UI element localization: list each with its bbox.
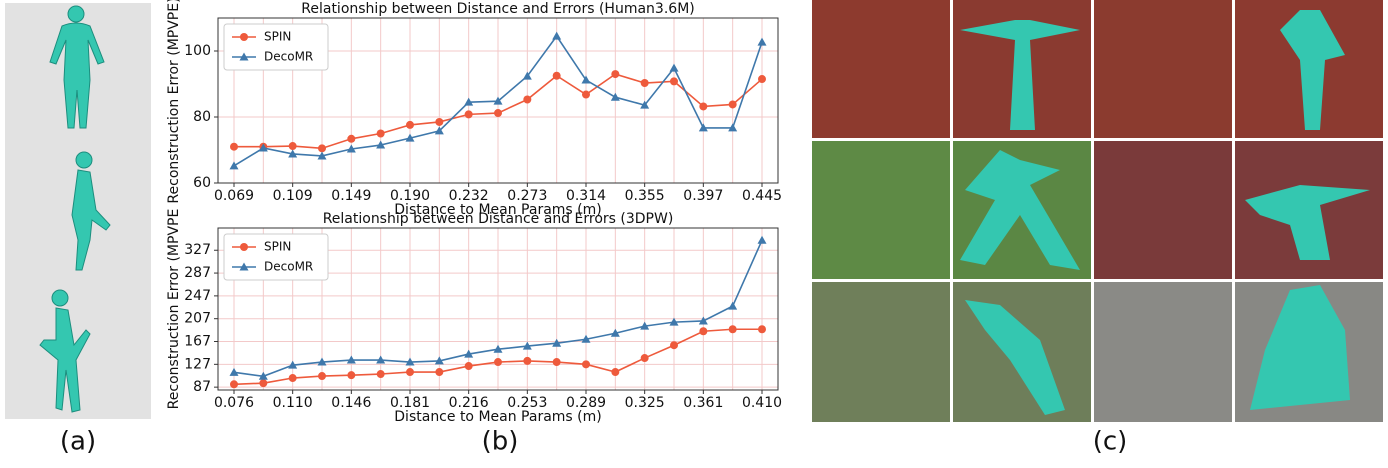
marker bbox=[289, 374, 297, 382]
marker bbox=[435, 118, 443, 126]
marker bbox=[523, 96, 531, 104]
marker bbox=[758, 38, 767, 46]
x-tick-label: 0.109 bbox=[273, 188, 313, 204]
marker bbox=[758, 75, 766, 83]
legend-marker bbox=[240, 33, 248, 41]
x-tick-label: 0.355 bbox=[625, 188, 665, 204]
marker bbox=[347, 371, 355, 379]
y-axis-label: Reconstruction Error (MPVPE) bbox=[166, 0, 182, 204]
marker bbox=[758, 325, 766, 333]
marker bbox=[699, 327, 707, 335]
marker bbox=[377, 370, 385, 378]
figure: 60801000.0690.1090.1490.1900.2320.2730.3… bbox=[0, 0, 1388, 464]
x-tick-label: 0.146 bbox=[331, 395, 371, 411]
marker bbox=[641, 79, 649, 87]
y-tick-label: 80 bbox=[193, 109, 211, 125]
x-axis-label: Distance to Mean Params (m) bbox=[394, 409, 601, 425]
legend-marker bbox=[240, 243, 248, 251]
marker bbox=[758, 236, 767, 244]
marker bbox=[494, 358, 502, 366]
panel-c bbox=[812, 0, 1383, 422]
marker bbox=[377, 130, 385, 138]
marker bbox=[230, 143, 238, 151]
chart-title: Relationship between Distance and Errors… bbox=[323, 211, 674, 227]
x-tick-label: 0.361 bbox=[683, 395, 723, 411]
marker bbox=[728, 302, 737, 310]
marker bbox=[289, 142, 297, 150]
marker bbox=[729, 100, 737, 108]
marker bbox=[729, 325, 737, 333]
marker bbox=[641, 354, 649, 362]
marker bbox=[553, 72, 561, 80]
chart-title: Relationship between Distance and Errors… bbox=[301, 1, 694, 17]
x-tick-label: 0.397 bbox=[683, 188, 723, 204]
y-tick-label: 287 bbox=[184, 265, 211, 281]
photo bbox=[812, 0, 950, 138]
photo bbox=[1094, 141, 1232, 279]
photo bbox=[1094, 0, 1232, 138]
marker bbox=[670, 341, 678, 349]
marker bbox=[259, 379, 267, 387]
x-tick-label: 0.410 bbox=[742, 395, 782, 411]
legend-label: DecoMR bbox=[264, 50, 313, 64]
marker bbox=[670, 77, 678, 85]
marker bbox=[230, 368, 239, 376]
marker bbox=[670, 64, 679, 72]
photo bbox=[812, 282, 950, 422]
marker bbox=[230, 161, 239, 169]
marker bbox=[552, 32, 561, 40]
marker bbox=[406, 368, 414, 376]
marker bbox=[553, 358, 561, 366]
y-tick-label: 327 bbox=[184, 242, 211, 258]
x-tick-label: 0.076 bbox=[214, 395, 254, 411]
x-tick-label: 0.445 bbox=[742, 188, 782, 204]
y-tick-label: 127 bbox=[184, 356, 211, 372]
marker bbox=[230, 380, 238, 388]
legend-label: SPIN bbox=[264, 30, 291, 44]
marker bbox=[699, 102, 707, 110]
marker bbox=[406, 121, 414, 129]
x-tick-label: 0.110 bbox=[273, 395, 313, 411]
marker bbox=[347, 135, 355, 143]
panel-label: (b) bbox=[482, 427, 519, 457]
marker bbox=[523, 357, 531, 365]
marker bbox=[465, 110, 473, 118]
panel-label: (c) bbox=[1093, 427, 1128, 457]
marker bbox=[582, 91, 590, 99]
marker bbox=[611, 70, 619, 78]
x-tick-label: 0.149 bbox=[331, 188, 371, 204]
y-tick-label: 100 bbox=[184, 43, 211, 59]
photo bbox=[1094, 282, 1232, 422]
marker bbox=[611, 93, 620, 101]
legend-label: DecoMR bbox=[264, 260, 313, 274]
panel-a bbox=[5, 3, 151, 419]
y-tick-label: 167 bbox=[184, 334, 211, 350]
x-tick-label: 0.069 bbox=[214, 188, 254, 204]
panel-b: 60801000.0690.1090.1490.1900.2320.2730.3… bbox=[166, 0, 782, 425]
legend-label: SPIN bbox=[264, 240, 291, 254]
marker bbox=[465, 362, 473, 370]
panel-label: (a) bbox=[60, 427, 96, 457]
marker bbox=[318, 144, 326, 152]
y-tick-label: 87 bbox=[193, 379, 211, 395]
marker bbox=[435, 368, 443, 376]
y-tick-label: 247 bbox=[184, 288, 211, 304]
x-tick-label: 0.325 bbox=[625, 395, 665, 411]
y-axis-label: Reconstruction Error (MPVPE bbox=[166, 209, 182, 410]
y-tick-label: 207 bbox=[184, 311, 211, 327]
y-tick-label: 60 bbox=[193, 175, 211, 191]
marker bbox=[611, 368, 619, 376]
marker bbox=[582, 360, 590, 368]
marker bbox=[494, 109, 502, 117]
photo bbox=[812, 141, 950, 279]
marker bbox=[318, 372, 326, 380]
